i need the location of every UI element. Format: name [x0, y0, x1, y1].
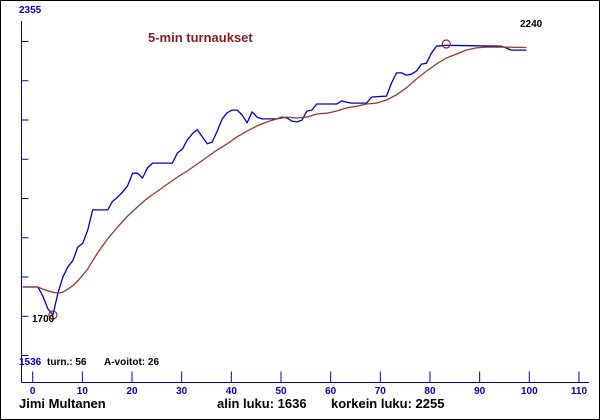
x-tick-label: 80 [424, 386, 436, 397]
x-tick-label: 20 [126, 386, 138, 397]
x-tick-label: 90 [474, 386, 486, 397]
tournament-count-label: turn.: 56 [47, 357, 87, 368]
x-tick-label: 40 [226, 386, 238, 397]
y-axis-max-label: 2355 [19, 5, 42, 16]
a-wins-label: A-voitot: 26 [104, 357, 159, 368]
chart-title: 5-min turnaukset [148, 30, 253, 45]
trend-line [22, 46, 527, 294]
x-tick-label: 60 [325, 386, 337, 397]
rating-line [22, 44, 527, 316]
low-tick-label: 1700 [32, 314, 55, 325]
x-tick-label: 70 [375, 386, 387, 397]
highest-rating-label: korkein luku: 2255 [331, 396, 445, 411]
x-tick-label: 110 [571, 386, 588, 397]
lowest-rating-marker [48, 310, 58, 320]
player-name: Jimi Multanen [19, 396, 106, 411]
final-rating-label: 2240 [520, 19, 543, 30]
lowest-rating-label: alin luku: 1636 [217, 396, 307, 411]
x-tick-label: 0 [30, 386, 36, 397]
x-tick-label: 50 [275, 386, 287, 397]
x-tick-label: 30 [176, 386, 188, 397]
highest-rating-marker [441, 39, 451, 49]
y-axis-min-label: 1536 [19, 357, 42, 368]
x-tick-label: 10 [77, 386, 89, 397]
x-tick-label: 100 [521, 386, 538, 397]
